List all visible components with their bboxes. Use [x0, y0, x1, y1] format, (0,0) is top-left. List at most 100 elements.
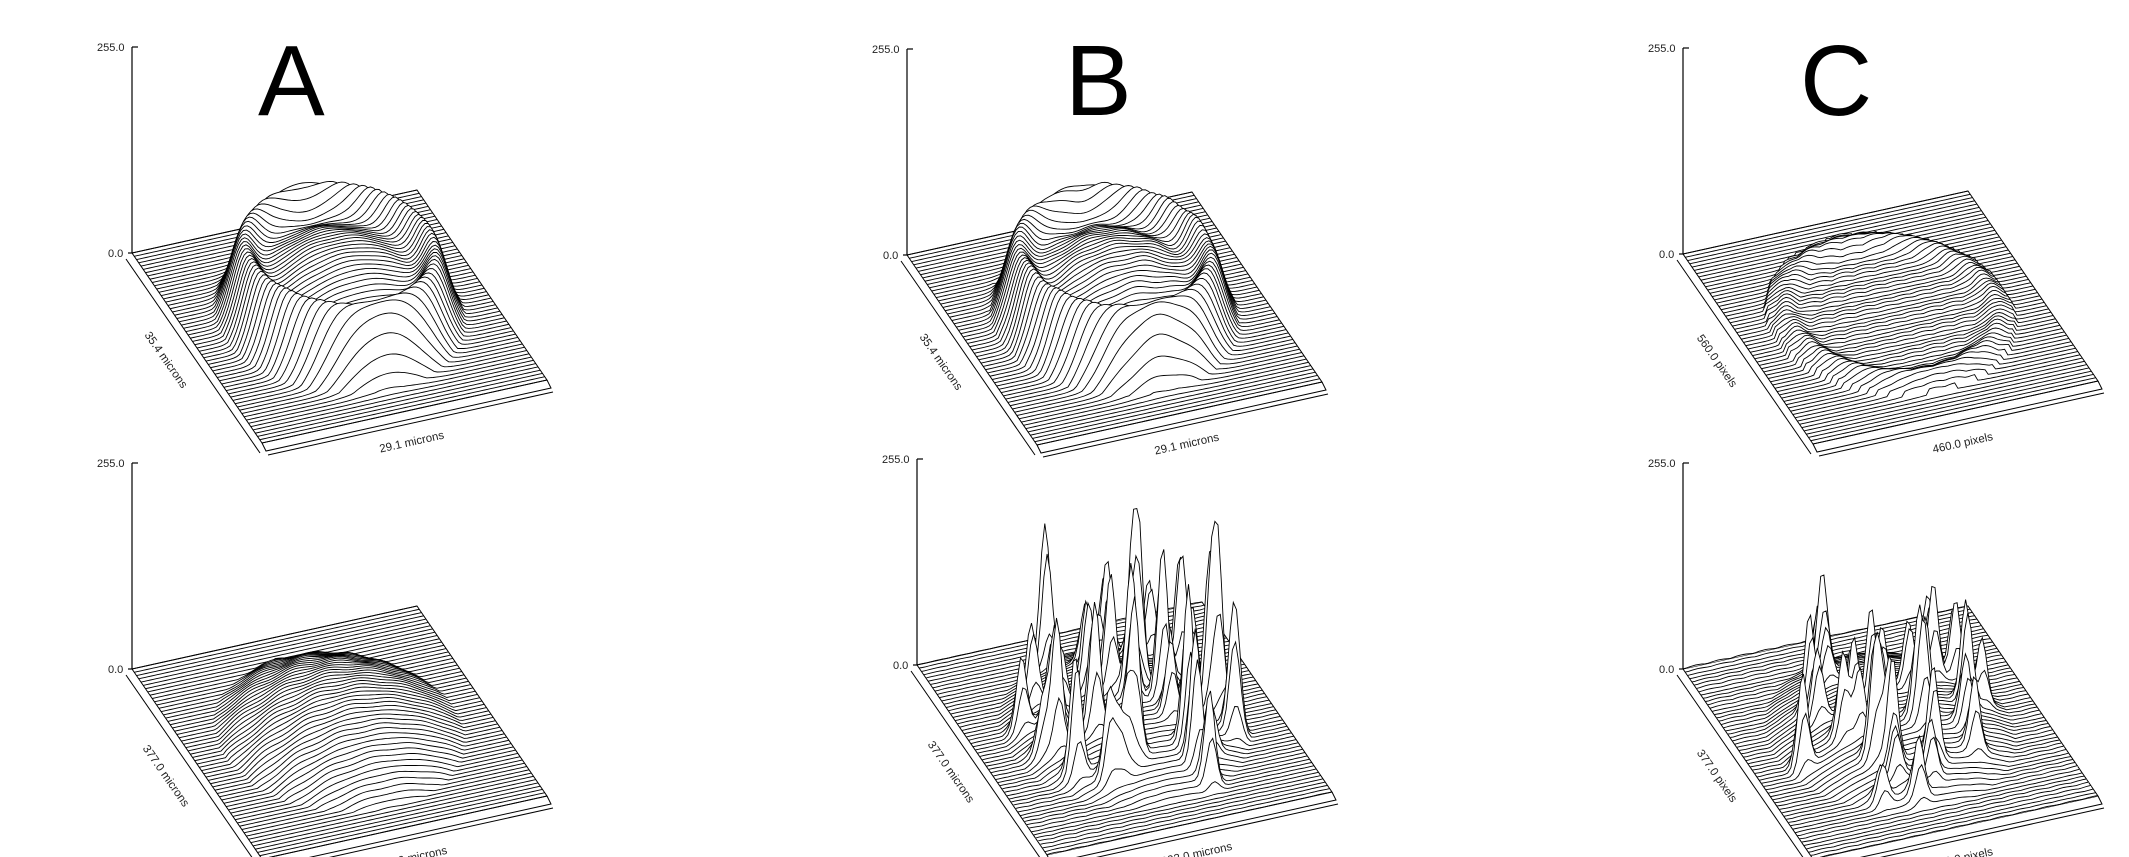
- profile-line: [1770, 315, 2056, 383]
- profile-line: [1022, 729, 1308, 819]
- profile-line: [179, 665, 465, 739]
- profile-line: [1703, 220, 1989, 284]
- profile-line: [1725, 250, 2011, 317]
- profile-line: [239, 312, 525, 411]
- width-axis-label: 393.0 pixels: [1932, 846, 1995, 857]
- profile-line: [167, 656, 453, 722]
- surface-plot-a-bottom: 255.0 0.0 377.0 microns 393.0 microns: [97, 458, 554, 857]
- profile-line: [1732, 258, 2018, 327]
- profile-line: [158, 644, 444, 709]
- profile-line: [1752, 285, 2038, 357]
- profile-line: [174, 661, 460, 732]
- profile-line: [1808, 788, 2094, 853]
- profile-line: [1759, 297, 2045, 366]
- profile-line: [1777, 327, 2063, 393]
- profile-line: [1019, 355, 1305, 420]
- profile-line: [268, 795, 548, 857]
- depth-axis-label: 35.4 microns: [917, 332, 965, 393]
- profile-line: [1745, 277, 2031, 347]
- profile-line: [138, 615, 424, 680]
- profile-line: [250, 363, 536, 428]
- profile-fill: [1768, 678, 2054, 794]
- profile-line: [136, 612, 422, 677]
- profile-line: [134, 608, 420, 673]
- profile-line: [235, 756, 521, 821]
- profile-line: [1006, 658, 1292, 797]
- profile-line: [1761, 604, 2047, 784]
- profile-line: [1806, 784, 2092, 850]
- profile-line: [154, 638, 440, 703]
- profile-line: [185, 672, 471, 749]
- surface-plot-c-top: 255.0 0.0 560.0 pixels 460.0 pixels: [1648, 43, 2105, 457]
- profile-line: [1801, 364, 2087, 429]
- profile-line: [1682, 190, 1969, 255]
- profile-line: [1772, 631, 2058, 801]
- surface-plots-group: 255.0 0.0 35.4 microns 29.1 microns 255.0 0.0…: [97, 42, 2105, 857]
- profile-line: [1031, 768, 1317, 833]
- profile-fill: [1752, 613, 2038, 771]
- profile-line: [217, 722, 503, 794]
- profile-line: [1023, 361, 1309, 426]
- profile-fill: [1759, 642, 2045, 781]
- profile-line: [255, 369, 541, 434]
- profile-line: [1797, 772, 2083, 837]
- width-axis-label: 29.1 microns: [1153, 432, 1220, 458]
- width-axis-label: 460.0 pixels: [1932, 431, 1995, 456]
- width-axis-line: [329, 807, 554, 857]
- profile-line: [257, 788, 543, 853]
- profile-line: [187, 674, 474, 752]
- profile-line: [214, 251, 500, 375]
- profile-line: [244, 769, 530, 834]
- profile-line: [1786, 718, 2072, 820]
- profile-line: [241, 332, 527, 414]
- z-axis-max-label: 255.0: [1648, 458, 1676, 470]
- z-axis-max-label: 255.0: [872, 44, 900, 56]
- profile-line: [1027, 368, 1314, 433]
- depth-axis-label: 377.0 microns: [925, 739, 976, 805]
- profile-line: [1765, 652, 2051, 791]
- profile-line: [1034, 378, 1320, 443]
- profile-line: [255, 785, 541, 850]
- profile-line: [1010, 295, 1296, 407]
- profile-line: [989, 252, 1275, 377]
- depth-axis-line: [1676, 259, 1812, 455]
- profile-line: [248, 359, 534, 424]
- profile-line: [1008, 629, 1294, 800]
- profile-line: [194, 683, 480, 762]
- profile-line: [1747, 280, 2034, 350]
- profile-line: [1013, 651, 1299, 806]
- profile-line: [244, 353, 530, 418]
- width-axis-label: 393.0 microns: [1160, 841, 1233, 857]
- profile-line: [235, 292, 521, 405]
- profile-line: [1783, 337, 2069, 402]
- panel-letter-c: C: [1800, 25, 1872, 137]
- profile-line: [205, 700, 492, 778]
- profile-line: [210, 244, 496, 369]
- profile-line: [1015, 676, 1301, 809]
- profile-line: [145, 625, 431, 690]
- profile-line: [1765, 308, 2051, 376]
- profile-fill: [970, 556, 1256, 744]
- profile-line: [165, 654, 451, 719]
- profile-line: [190, 677, 476, 755]
- profile-line: [1004, 640, 1290, 793]
- profile-line: [1790, 347, 2076, 412]
- base-front-edge: [1046, 791, 1337, 857]
- profile-line: [199, 690, 485, 768]
- profile-line: [1768, 677, 2054, 794]
- profile-line: [1707, 226, 1993, 291]
- profile-line: [1727, 253, 2013, 320]
- base-front-edge: [1859, 795, 2103, 857]
- profile-line: [196, 686, 483, 765]
- profile-line: [176, 663, 462, 735]
- depth-axis-label: 560.0 pixels: [1694, 333, 1739, 390]
- profile-line: [140, 618, 427, 683]
- profile-line: [1768, 312, 2054, 379]
- profile-line: [1032, 374, 1318, 439]
- profile-line: [1689, 200, 1975, 265]
- profile-line: [248, 775, 534, 840]
- profile-line: [1779, 331, 2065, 396]
- profile-line: [1799, 360, 2085, 425]
- profile-line: [212, 713, 498, 788]
- profile-line: [1794, 763, 2081, 834]
